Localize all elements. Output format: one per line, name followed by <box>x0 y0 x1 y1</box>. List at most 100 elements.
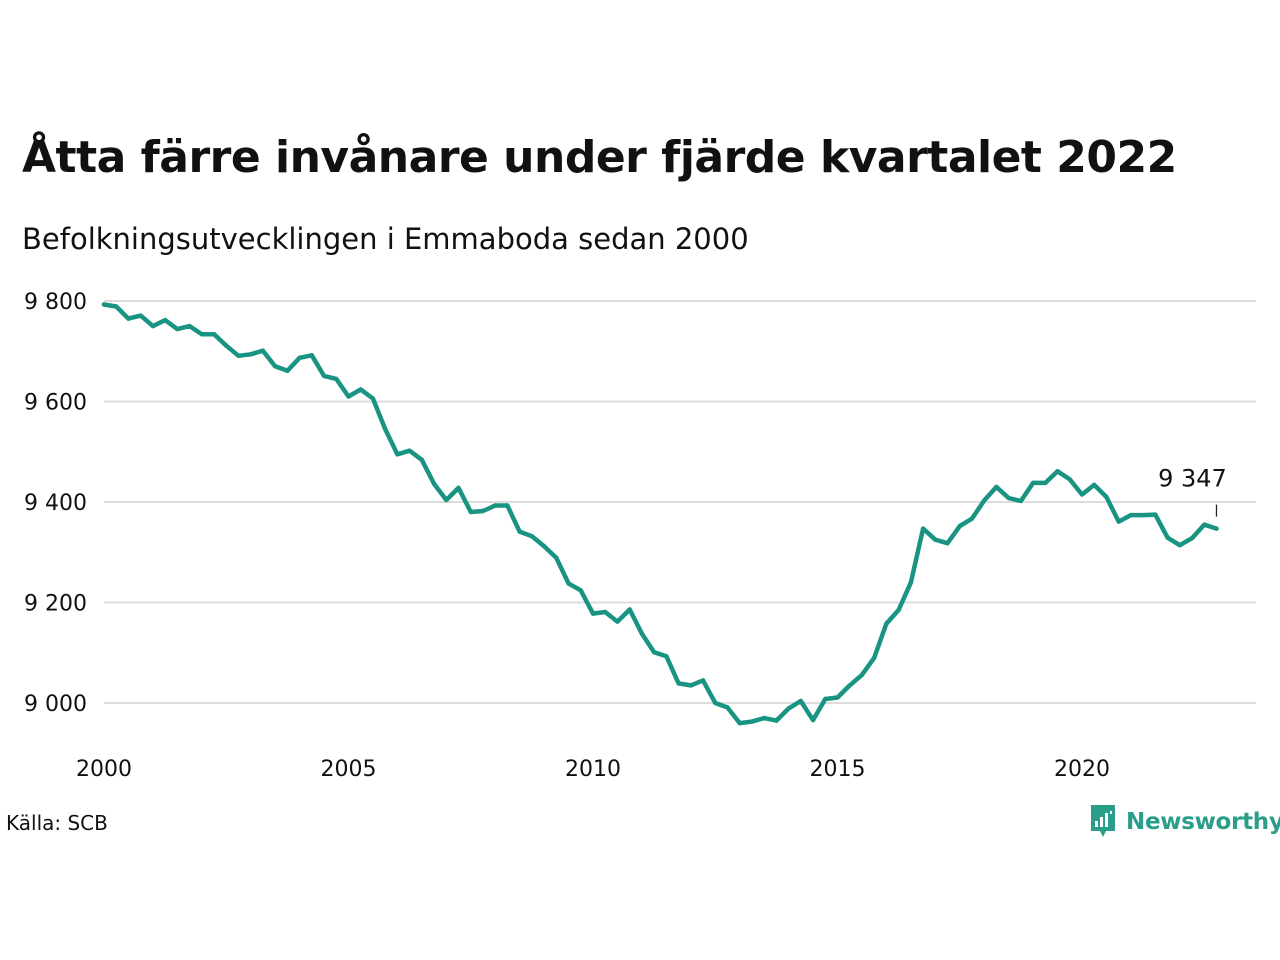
data-point <box>1067 477 1073 482</box>
data-point <box>468 509 473 515</box>
data-point <box>639 631 645 636</box>
data-point <box>395 452 400 457</box>
data-point <box>138 313 143 318</box>
data-point <box>297 355 302 360</box>
data-point <box>321 373 327 379</box>
data-point <box>749 719 755 724</box>
data-point <box>590 611 596 616</box>
data-point <box>1177 543 1183 548</box>
data-point <box>260 348 266 353</box>
data-point <box>211 332 217 337</box>
data-point <box>517 529 522 534</box>
data-point <box>945 541 950 546</box>
data-point <box>725 705 730 710</box>
data-point <box>737 720 742 726</box>
data-point <box>835 695 840 700</box>
y-axis-tick-labels: 9 000 9 200 9 400 9 600 9 800 <box>24 290 87 717</box>
data-point <box>982 498 987 503</box>
data-point <box>1214 526 1219 531</box>
data-point <box>1140 512 1146 518</box>
newsworthy-logo[interactable]: Newsworthy <box>1088 802 1280 842</box>
x-tick-label: 2015 <box>810 757 866 782</box>
data-point <box>554 555 559 560</box>
x-tick-label: 2010 <box>565 757 621 782</box>
data-point <box>1055 469 1060 474</box>
y-tick-label: 9 200 <box>24 592 87 617</box>
data-point <box>444 497 449 503</box>
data-point <box>285 368 290 373</box>
data-point <box>700 678 706 683</box>
data-point <box>370 396 376 401</box>
data-point <box>383 426 388 432</box>
data-point <box>859 672 865 678</box>
data-point <box>847 683 852 688</box>
data-point <box>1202 522 1207 527</box>
data-point <box>615 619 620 624</box>
source-label: Källa: SCB <box>6 811 108 835</box>
data-point <box>1092 482 1097 488</box>
data-point <box>1018 498 1024 504</box>
population-series-line <box>101 302 1219 726</box>
data-point <box>994 484 999 490</box>
data-point <box>884 621 889 626</box>
data-point <box>676 681 681 686</box>
data-point <box>957 523 962 529</box>
newsworthy-logo-text: Newsworthy <box>1126 809 1280 835</box>
last-value-annotation: 9 347 <box>1158 465 1227 517</box>
data-point <box>688 683 693 688</box>
data-point <box>419 457 424 462</box>
data-point <box>1116 519 1121 524</box>
data-point <box>1043 480 1048 486</box>
data-point <box>224 343 229 348</box>
data-point <box>1030 480 1036 486</box>
data-point <box>358 387 363 392</box>
chart-subtitle: Befolkningsutvecklingen i Emmaboda sedan… <box>22 222 749 256</box>
data-point <box>199 332 204 337</box>
data-point <box>896 607 901 613</box>
data-point <box>651 650 657 655</box>
newsworthy-logo-icon <box>1091 805 1115 837</box>
x-axis-tick-labels: 2000 2005 2010 2015 2020 <box>76 757 1110 782</box>
data-point <box>798 698 803 704</box>
data-point <box>761 715 767 721</box>
data-point <box>162 317 168 323</box>
y-tick-label: 9 600 <box>24 391 87 416</box>
data-point <box>175 326 180 332</box>
data-point <box>114 304 119 309</box>
x-tick-label: 2005 <box>321 757 377 782</box>
data-point <box>920 526 926 531</box>
data-point <box>578 588 583 593</box>
grid-lines <box>104 300 1256 704</box>
data-point <box>407 448 412 453</box>
data-point <box>810 717 816 723</box>
data-point <box>774 718 779 723</box>
data-point <box>126 316 131 321</box>
data-point <box>480 508 486 514</box>
x-tick-label: 2020 <box>1054 757 1110 782</box>
data-point <box>786 706 791 711</box>
data-point <box>1165 535 1170 540</box>
data-point <box>627 607 632 612</box>
data-point <box>933 537 938 542</box>
data-point <box>823 696 828 702</box>
data-point <box>272 364 278 369</box>
data-point <box>505 503 510 508</box>
data-point <box>713 700 718 706</box>
data-point <box>1104 494 1109 500</box>
data-point <box>150 323 156 329</box>
data-point <box>346 394 351 399</box>
data-point <box>236 353 241 358</box>
data-point <box>1189 536 1195 541</box>
data-point <box>566 581 571 586</box>
data-point <box>248 352 253 357</box>
data-point <box>309 353 314 358</box>
data-point <box>603 609 608 615</box>
data-point <box>493 503 498 508</box>
data-point <box>1079 492 1085 497</box>
data-point <box>1153 512 1158 517</box>
data-point <box>101 302 107 307</box>
data-point <box>908 580 914 585</box>
data-point <box>1006 495 1011 501</box>
data-point <box>456 485 461 491</box>
